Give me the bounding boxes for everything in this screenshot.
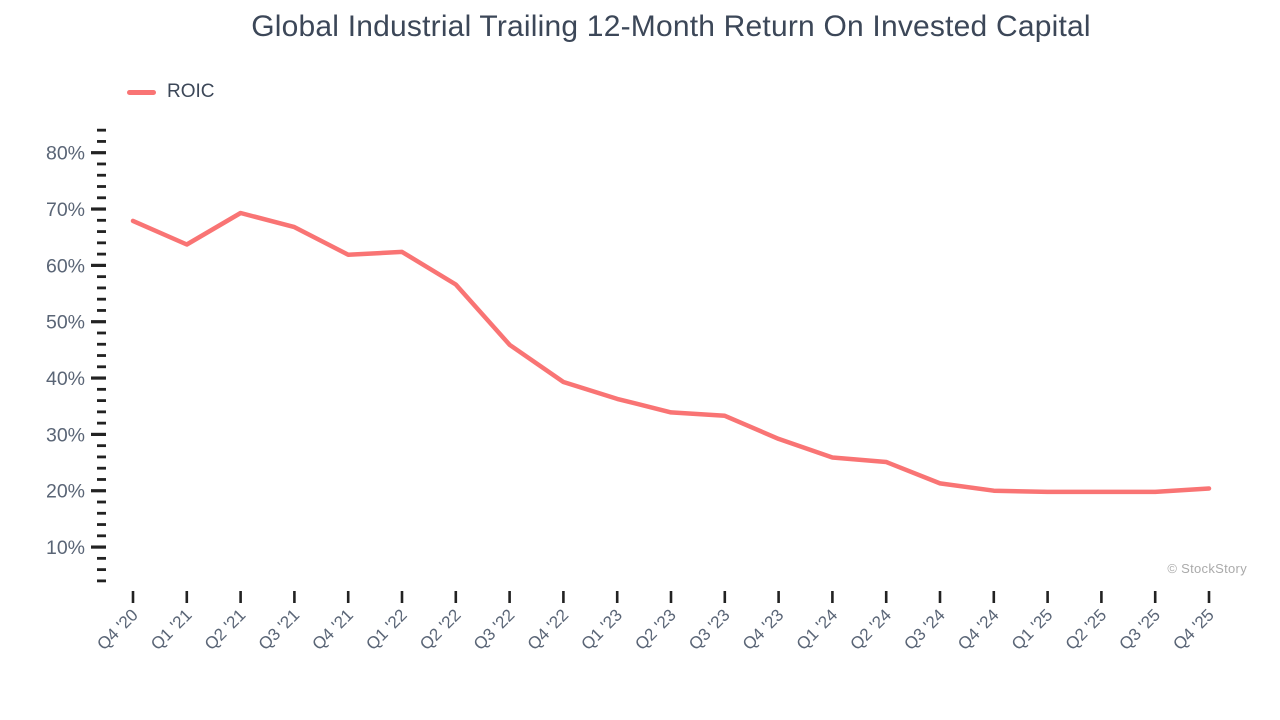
x-axis-tick-label: Q1 '24 (793, 605, 841, 653)
x-axis-tick-label: Q2 '22 (416, 605, 464, 653)
x-axis-tick-label: Q4 '22 (524, 605, 572, 653)
legend: ROIC (127, 81, 215, 103)
x-axis-tick-label: Q4 '21 (309, 605, 357, 653)
x-axis-tick-label: Q1 '21 (147, 605, 195, 653)
x-axis-tick-label: Q4 '23 (739, 605, 787, 653)
y-axis-tick-label: 70% (46, 199, 85, 221)
y-axis-tick-label: 10% (46, 537, 85, 559)
x-axis-tick-label: Q2 '21 (201, 605, 249, 653)
x-axis-tick-label: Q3 '21 (255, 605, 303, 653)
x-axis-tick-label: Q3 '24 (900, 605, 948, 653)
roic-line-series (130, 210, 1212, 495)
y-axis-tick-label: 60% (46, 255, 85, 277)
y-axis-tick-label: 40% (46, 368, 85, 390)
x-axis-tick-label: Q4 '25 (1169, 605, 1217, 653)
x-axis-tick-label: Q2 '24 (847, 605, 895, 653)
x-axis-tick-label: Q3 '23 (685, 605, 733, 653)
x-axis-tick-label: Q3 '22 (470, 605, 518, 653)
chart-title: Global Industrial Trailing 12-Month Retu… (251, 10, 1091, 43)
x-axis-tick-label: Q3 '25 (1116, 605, 1164, 653)
y-axis-tick-label: 20% (46, 481, 85, 503)
legend-label: ROIC (167, 81, 215, 102)
watermark: © StockStory (1167, 561, 1247, 576)
x-axis-tick-label: Q1 '25 (1008, 605, 1056, 653)
legend-line-swatch (127, 89, 156, 95)
x-axis-tick-label: Q4 '20 (93, 605, 141, 653)
x-axis-tick-label: Q4 '24 (954, 605, 1002, 653)
y-axis-tick-label: 30% (46, 424, 85, 446)
y-axis-tick-label: 50% (46, 312, 85, 334)
x-axis-tick-label: Q1 '23 (578, 605, 626, 653)
x-axis-tick-label: Q1 '22 (362, 605, 410, 653)
y-axis-tick-label: 80% (46, 143, 85, 165)
x-axis-tick-label: Q2 '23 (631, 605, 679, 653)
x-axis-tick-label: Q2 '25 (1062, 605, 1110, 653)
